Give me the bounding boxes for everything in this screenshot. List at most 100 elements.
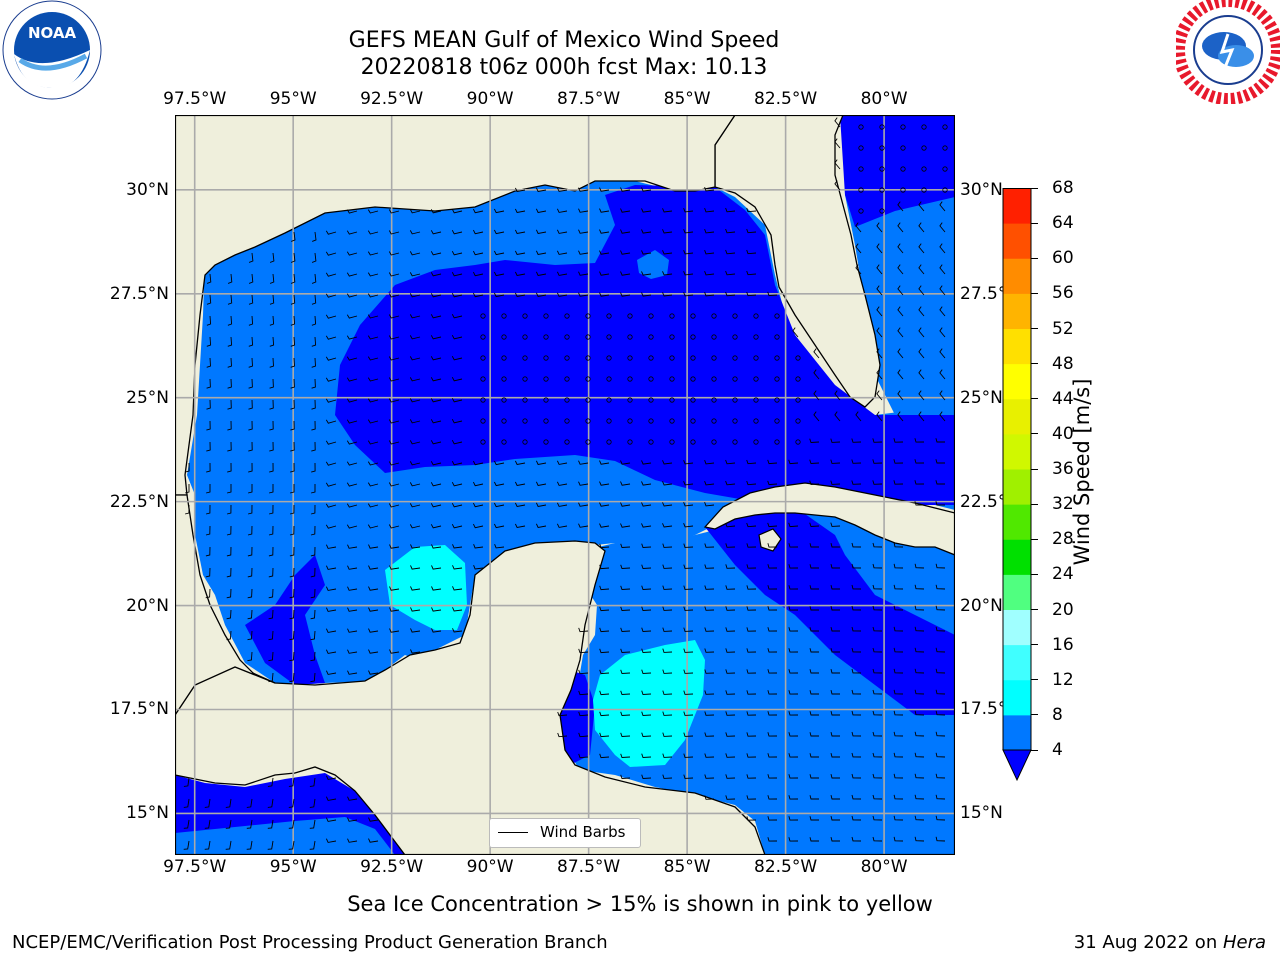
wind-barb-calm <box>732 313 738 319</box>
wind-barb <box>662 753 673 758</box>
wind-barb-calm <box>585 376 591 382</box>
wind-barb <box>725 564 736 569</box>
wind-barb <box>641 543 652 548</box>
wind-barb <box>493 271 505 277</box>
wind-barb <box>325 670 337 675</box>
wind-barb <box>514 292 526 298</box>
wind-barb <box>346 272 358 277</box>
wind-barb <box>290 441 295 452</box>
wind-barb <box>939 264 946 275</box>
wind-barb <box>367 440 379 445</box>
wind-barb <box>620 627 631 632</box>
wind-barb <box>620 606 631 611</box>
wind-barb <box>725 270 736 276</box>
wind-barb-calm <box>543 334 549 340</box>
wind-barb <box>206 273 212 284</box>
wind-barb-calm <box>774 418 780 424</box>
wind-barb-calm <box>711 313 717 319</box>
wind-barb <box>599 732 610 738</box>
wind-barb <box>746 291 757 297</box>
wind-barb <box>388 209 400 214</box>
wind-barb <box>813 411 820 422</box>
wind-barb <box>935 480 945 485</box>
wind-barb-calm <box>627 376 633 382</box>
wind-barb <box>267 777 274 787</box>
wind-barb-calm <box>711 418 717 424</box>
wind-barb <box>683 502 694 507</box>
colorbar-graphic <box>1002 188 1032 782</box>
wind-barb-calm <box>648 313 654 319</box>
wind-barb <box>225 840 232 850</box>
wind-barb <box>662 711 673 716</box>
wind-barb <box>704 501 715 507</box>
wind-barb <box>227 273 233 284</box>
wind-barb <box>725 690 736 695</box>
wind-barb <box>683 460 694 465</box>
wind-barb <box>226 567 232 578</box>
wind-barb-calm <box>942 187 948 193</box>
wind-barb-calm <box>669 313 675 319</box>
calm-zone-west-gulf <box>245 555 325 685</box>
wind-barb <box>409 335 421 340</box>
wind-barb <box>851 731 862 737</box>
wind-barb <box>268 567 274 578</box>
wind-barb <box>267 819 274 829</box>
wind-barb <box>746 648 757 653</box>
wind-barb <box>310 672 316 683</box>
wind-barb <box>472 250 484 256</box>
wind-barb-calm <box>690 439 696 445</box>
wind-barb <box>662 606 673 611</box>
colorbar-tick-mark <box>1031 538 1038 540</box>
wind-barb <box>451 250 463 256</box>
wind-barb <box>851 815 862 821</box>
wind-barb <box>389 544 400 549</box>
wind-barb <box>876 222 883 233</box>
wind-barb <box>662 271 673 276</box>
wind-barb <box>368 670 379 675</box>
wind-barb <box>704 585 715 590</box>
wind-barb <box>662 523 673 528</box>
wind-barb <box>248 336 254 347</box>
wind-barb <box>290 420 295 431</box>
wind-barb <box>704 774 715 779</box>
wind-barb-calm <box>858 187 864 193</box>
wind-barb <box>788 669 799 674</box>
wind-barb <box>914 626 925 632</box>
wind-barb-calm <box>543 313 549 319</box>
wind-barb <box>472 523 484 529</box>
wind-barb-calm <box>879 187 885 193</box>
colorbar-tick-label: 36 <box>1052 459 1074 479</box>
wind-barb-calm <box>753 439 759 445</box>
colorbar-tick-mark <box>1031 363 1038 365</box>
lon-tick-top: 87.5°W <box>557 89 621 109</box>
wind-barb <box>311 315 317 326</box>
wind-barb <box>939 411 946 422</box>
map-frame <box>175 115 955 855</box>
wind-barb <box>556 229 568 234</box>
wind-barb <box>767 795 778 800</box>
wind-barb-calm <box>942 166 948 172</box>
wind-barb <box>746 564 757 569</box>
wind-barb <box>620 250 631 255</box>
wind-barb <box>325 314 337 319</box>
wind-barb <box>247 546 253 557</box>
colorbar-tick-label: 24 <box>1052 564 1074 585</box>
wind-barb <box>291 231 296 242</box>
wind-barb <box>451 229 463 235</box>
wind-barb <box>311 273 317 284</box>
wind-barb <box>311 399 316 410</box>
wind-barb <box>557 732 568 738</box>
wind-barb <box>389 586 400 591</box>
wind-barb <box>914 815 925 821</box>
wind-barb <box>939 306 946 317</box>
wind-barb <box>388 461 400 466</box>
wind-barb-calm <box>774 439 780 445</box>
wind-barb <box>206 294 212 305</box>
wind-barb <box>918 327 925 338</box>
wind-barb <box>725 249 736 255</box>
wind-barb <box>788 837 799 842</box>
wind-barb <box>368 649 379 654</box>
wind-barb <box>599 648 610 654</box>
wind-barb <box>746 480 757 486</box>
wind-barb <box>767 837 778 842</box>
